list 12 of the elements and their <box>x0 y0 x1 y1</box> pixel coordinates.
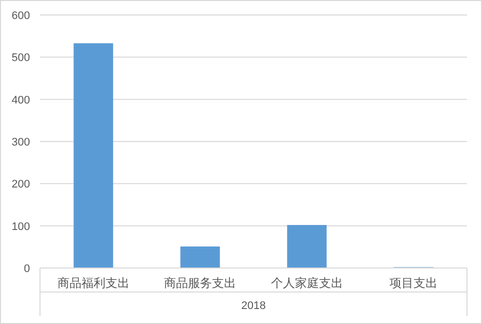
x-axis-title: 2018 <box>241 300 266 312</box>
y-tick-label: 200 <box>12 178 30 191</box>
x-tick-label: 商品服务支出 <box>164 276 236 290</box>
x-tick-label: 商品福利支出 <box>57 276 130 290</box>
x-tick-label: 个人家庭支出 <box>270 276 343 290</box>
y-tick-label: 500 <box>12 52 30 64</box>
y-tick-label: 400 <box>12 94 30 106</box>
y-tick-label: 300 <box>12 136 30 148</box>
y-tick-label: 100 <box>12 220 30 233</box>
y-tick-label: 600 <box>12 10 30 22</box>
y-tick-label: 0 <box>24 263 30 275</box>
x-tick-label: 项目支出 <box>390 276 438 290</box>
